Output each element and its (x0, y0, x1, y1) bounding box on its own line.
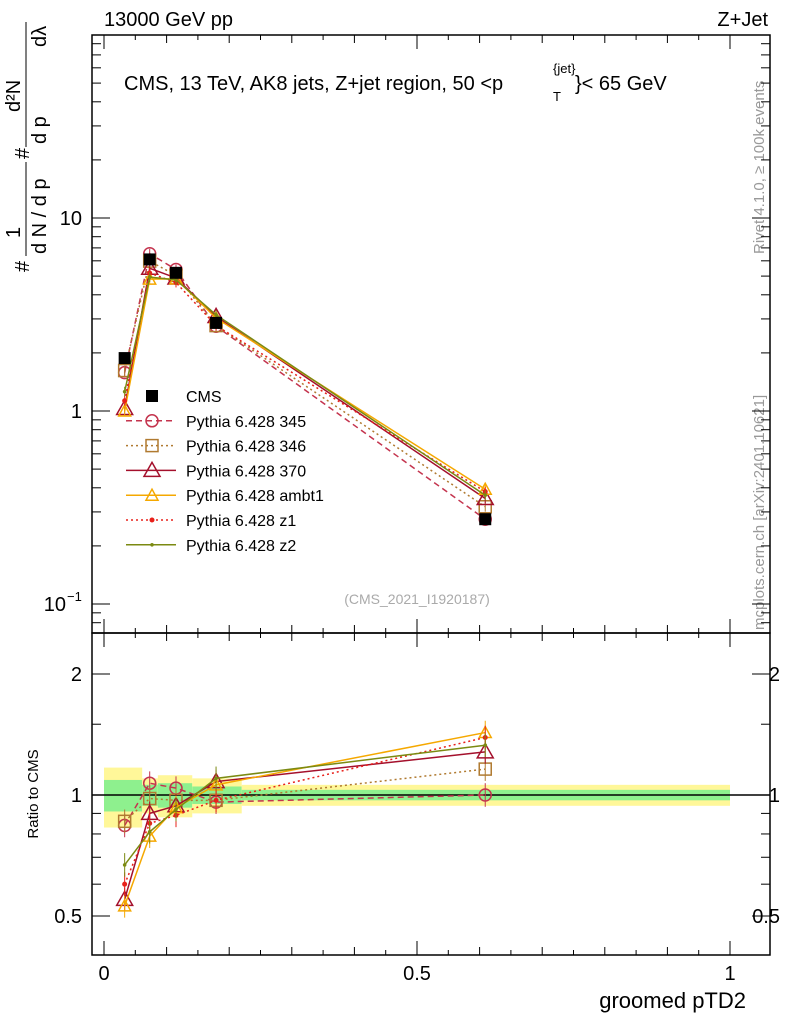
plot-title-sub: T (553, 89, 561, 104)
y-label-hash2: # (12, 147, 34, 159)
legend-label: Pythia 6.428 346 (186, 439, 306, 456)
y-label-den2: d p (29, 116, 51, 144)
data-point (483, 493, 488, 498)
ratio-point (117, 814, 132, 829)
legend-item: CMS (146, 389, 222, 406)
y-label-one: 1 (3, 227, 25, 238)
y-tick-label: 10 (44, 594, 66, 616)
legend-marker (145, 414, 159, 428)
y-label-dl: dλ (29, 26, 51, 47)
y-label-hash: # (12, 260, 34, 272)
legend-label: CMS (186, 389, 222, 406)
series-cms (118, 253, 492, 526)
legend-item: Pythia 6.428 346 (126, 439, 306, 456)
data-point (122, 398, 128, 404)
data-point (122, 389, 127, 394)
ratio-point (483, 743, 488, 748)
plot-title: CMS, 13 TeV, AK8 jets, Z+jet region, 50 … (124, 73, 503, 95)
data-point (210, 316, 223, 329)
legend-marker (146, 390, 158, 402)
ratio-point (213, 797, 219, 803)
ratio-point (122, 863, 127, 867)
y-tick-label: 1 (71, 401, 82, 423)
legend-marker (145, 438, 159, 453)
legend-item: Pythia 6.428 345 (126, 414, 306, 431)
ratio-tick-label-left: 1 (71, 785, 82, 807)
ratio-tick-label-right: 0.5 (752, 906, 780, 928)
series-line (123, 278, 486, 490)
legend-label: Pythia 6.428 ambt1 (186, 488, 324, 505)
ratio-line (123, 751, 486, 900)
ratio-point (475, 742, 495, 759)
y-label-num: d²N (3, 80, 25, 112)
analysis-watermark: (CMS_2021_I1920187) (344, 591, 490, 607)
ratio-tick-label-left: 0.5 (54, 906, 82, 928)
rivet-label: Rivet 4.1.0, ≥ 100k events (751, 81, 768, 254)
legend-label: Pythia 6.428 345 (186, 414, 306, 431)
header-right: Z+Jet (717, 9, 768, 31)
legend-item: Pythia 6.428 ambt1 (126, 487, 324, 505)
data-point (475, 489, 495, 506)
ratio-tick-label-left: 2 (71, 664, 82, 686)
ratio-tick-label-right: 2 (769, 664, 780, 686)
legend-label: Pythia 6.428 z2 (186, 538, 296, 555)
x-tick-label: 0 (98, 963, 109, 985)
x-tick-label: 1 (724, 963, 735, 985)
ratio-point (122, 881, 128, 887)
ratio-point (478, 788, 492, 802)
legend-label: Pythia 6.428 z1 (186, 513, 296, 530)
y-tick-exponent: −1 (67, 589, 82, 604)
ratio-frame (91, 632, 771, 956)
data-point (174, 278, 178, 282)
x-axis-label: groomed pTD2 (599, 988, 746, 1013)
data-point (479, 513, 492, 526)
ratio-point (147, 829, 152, 834)
data-point (147, 275, 152, 279)
data-point (143, 253, 156, 266)
data-point (169, 266, 182, 279)
legend-item: Pythia 6.428 370 (126, 460, 306, 480)
y-label-den: d N / d p (29, 178, 51, 254)
data-point (214, 313, 218, 317)
ratio-point (174, 807, 178, 812)
ratio-point (214, 776, 218, 781)
legend-label: Pythia 6.428 370 (186, 463, 306, 480)
legend-item: Pythia 6.428 z2 (126, 538, 296, 555)
ratio-tick-label-right: 1 (769, 785, 780, 807)
legend-marker (142, 460, 162, 478)
y-tick-label: 10 (60, 208, 82, 230)
legend-marker (149, 517, 155, 523)
data-point (117, 403, 132, 417)
ratio-point (117, 898, 132, 912)
legend-item: Pythia 6.428 z1 (126, 513, 296, 530)
plot-title-end: }< 65 GeV (575, 73, 667, 95)
data-point (142, 271, 157, 285)
data-point (118, 352, 131, 365)
legend-marker (144, 487, 160, 501)
plot-title-sup: {jet} (553, 61, 576, 76)
legend-marker (150, 543, 154, 547)
header-left: 13000 GeV pp (104, 9, 233, 31)
x-tick-label: 0.5 (403, 963, 431, 985)
ratio-y-label: Ratio to CMS (25, 749, 42, 838)
